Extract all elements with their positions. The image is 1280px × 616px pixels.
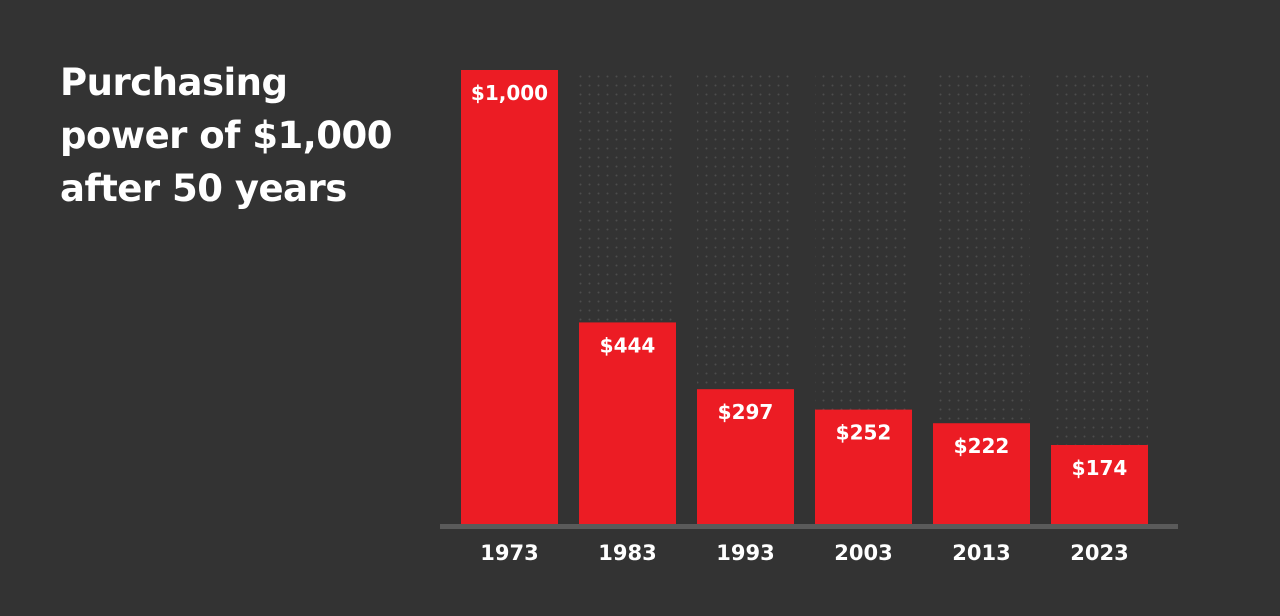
chart-title: Purchasing power of $1,000 after 50 year… [60, 61, 393, 210]
value-label: $444 [600, 333, 656, 357]
x-tick-label: 2003 [834, 541, 892, 565]
x-tick-label: 1983 [598, 541, 656, 565]
value-label: $252 [836, 421, 892, 445]
x-tick-label: 2023 [1070, 541, 1128, 565]
value-label: $1,000 [471, 81, 548, 105]
bar [579, 322, 676, 524]
value-label: $297 [718, 400, 774, 424]
bar [815, 409, 912, 524]
bar [1051, 445, 1148, 524]
x-tick-label: 2013 [952, 541, 1010, 565]
bar [461, 70, 558, 524]
x-tick-label: 1993 [716, 541, 774, 565]
bar [933, 423, 1030, 524]
value-label: $222 [954, 434, 1010, 458]
value-label: $174 [1072, 456, 1128, 480]
x-tick-label: 1973 [480, 541, 538, 565]
bar [697, 389, 794, 524]
baseline [440, 524, 1178, 529]
